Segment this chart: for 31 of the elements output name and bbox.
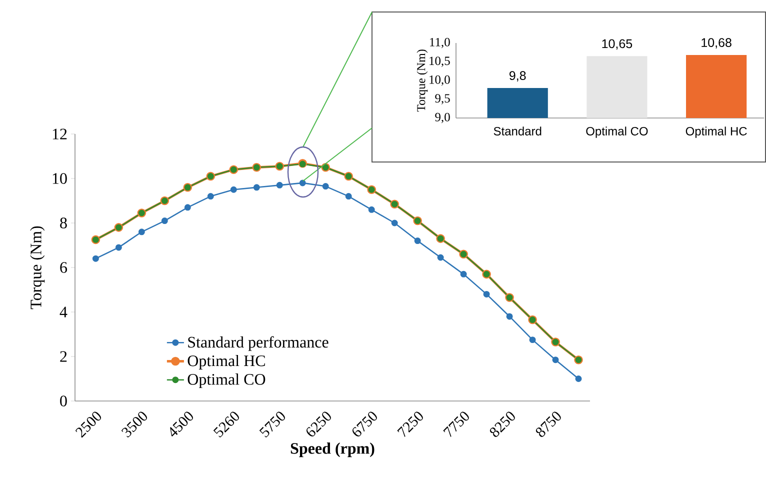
y-tick-label: 0	[60, 396, 67, 406]
x-tick-label: 7750	[443, 412, 469, 438]
x-tick-label: 4500	[170, 412, 193, 437]
x-tick-label: Optimal HC	[686, 126, 747, 138]
y-tick-label: 10	[52, 173, 67, 184]
data-label: 10,65	[602, 39, 632, 50]
x-tick-label: 6250	[306, 412, 331, 436]
y-axis-title: Torque (Nm)	[416, 50, 428, 112]
y-tick-label: 10,5	[430, 56, 450, 67]
y-tick-label: 12	[52, 128, 67, 140]
x-tick-label: 8250	[490, 412, 515, 437]
y-tick-label: 8	[60, 218, 67, 228]
y-tick-label: 2	[60, 351, 67, 362]
y-tick-label: 9,5	[435, 94, 450, 104]
x-tick-label: Standard	[494, 126, 542, 136]
y-tick-label: 9,0	[435, 112, 450, 124]
x-tick-label: 7250	[397, 412, 423, 438]
data-label: 9,8	[510, 71, 526, 82]
x-axis-title: Speed (rpm)	[290, 442, 374, 458]
data-label: 10,68	[702, 38, 732, 48]
y-axis-title: Torque (Nm)	[30, 226, 45, 310]
legend-label: Optimal CO	[188, 374, 266, 388]
legend-label: Optimal HC	[188, 354, 265, 370]
y-tick-label: 6	[60, 262, 68, 273]
y-tick-label: 11,0	[430, 38, 450, 48]
x-tick-label: 8750	[536, 412, 561, 437]
y-tick-label: 10,0	[430, 75, 450, 86]
y-tick-label: 4	[60, 306, 68, 318]
x-tick-label: Optimal CO	[586, 126, 648, 138]
x-tick-label: 6750	[352, 412, 377, 436]
legend-label: Standard performance	[188, 336, 328, 351]
